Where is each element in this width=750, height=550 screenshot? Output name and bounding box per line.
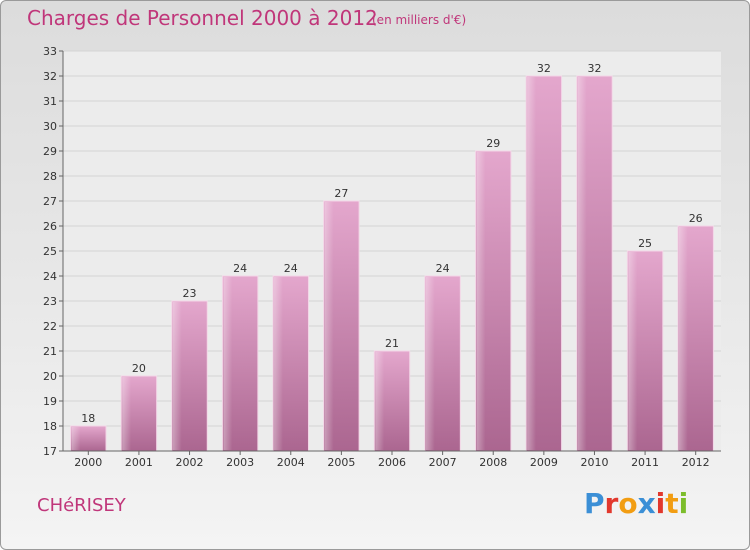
bar-highlight	[577, 77, 587, 450]
logo-letter: P	[584, 487, 605, 520]
chart-title: Charges de Personnel 2000 à 2012	[27, 6, 378, 30]
y-tick-label: 19	[43, 395, 57, 408]
y-tick-label: 21	[43, 345, 57, 358]
y-tick-label: 23	[43, 295, 57, 308]
data-label: 26	[689, 212, 703, 225]
bar-highlight	[122, 377, 132, 450]
data-label: 21	[385, 337, 399, 350]
data-label: 24	[436, 262, 450, 275]
bar-highlight	[678, 227, 688, 450]
x-tick-label: 2000	[74, 456, 102, 469]
logo-letter: o	[618, 487, 638, 520]
y-tick-label: 22	[43, 320, 57, 333]
bar-highlight	[223, 277, 233, 450]
bar-highlight	[274, 277, 283, 450]
bar-highlight	[527, 77, 536, 450]
logo-letter: i	[655, 487, 666, 520]
x-tick-label: 2002	[176, 456, 204, 469]
y-tick-label: 33	[43, 45, 57, 58]
y-tick-label: 17	[43, 445, 57, 458]
logo-letter: x	[637, 487, 656, 520]
y-tick-label: 25	[43, 245, 57, 258]
logo-letter: i	[678, 487, 689, 520]
y-tick-label: 26	[43, 220, 57, 233]
proxiti-logo: Proxiti	[584, 487, 688, 520]
logo-letter: t	[665, 487, 679, 520]
y-tick-label: 18	[43, 420, 57, 433]
x-tick-label: 2012	[682, 456, 710, 469]
y-tick-label: 30	[43, 120, 57, 133]
commune-name: CHéRISEY	[37, 495, 126, 516]
bar-highlight	[172, 302, 182, 450]
bar-highlight	[375, 352, 385, 450]
bar-highlight	[425, 277, 435, 450]
x-tick-label: 2003	[226, 456, 254, 469]
data-label: 27	[334, 187, 348, 200]
logo-letter: r	[604, 487, 619, 520]
data-label: 25	[638, 237, 652, 250]
data-label: 32	[587, 62, 601, 75]
x-tick-label: 2007	[429, 456, 457, 469]
y-tick-label: 27	[43, 195, 57, 208]
y-tick-label: 20	[43, 370, 57, 383]
x-tick-label: 2004	[277, 456, 305, 469]
y-tick-label: 29	[43, 145, 57, 158]
data-label: 20	[132, 362, 146, 375]
x-tick-label: 2005	[327, 456, 355, 469]
bar-highlight	[476, 152, 486, 450]
bar-highlight	[71, 427, 81, 450]
data-label: 24	[284, 262, 298, 275]
data-label: 24	[233, 262, 247, 275]
bar-highlight	[628, 252, 638, 450]
x-tick-label: 2010	[580, 456, 608, 469]
x-tick-label: 2006	[378, 456, 406, 469]
y-tick-label: 31	[43, 95, 57, 108]
y-tick-label: 24	[43, 270, 57, 283]
y-tick-label: 28	[43, 170, 57, 183]
data-label: 23	[183, 287, 197, 300]
x-tick-label: 2011	[631, 456, 659, 469]
x-tick-label: 2001	[125, 456, 153, 469]
x-tick-label: 2008	[479, 456, 507, 469]
x-tick-label: 2009	[530, 456, 558, 469]
bar-highlight	[324, 202, 334, 450]
data-label: 18	[81, 412, 95, 425]
y-tick-label: 32	[43, 70, 57, 83]
chart-subtitle: (en milliers d'€)	[372, 13, 467, 27]
data-label: 29	[486, 137, 500, 150]
data-label: 32	[537, 62, 551, 75]
